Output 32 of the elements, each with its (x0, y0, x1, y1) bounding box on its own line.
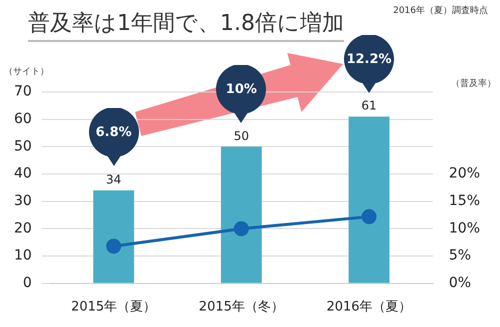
y-tick-label: 0 (22, 275, 32, 292)
y2-tick-label: 10% (448, 220, 480, 236)
annotation: 10% (224, 80, 258, 99)
x-tick-label: 2016年（夏） (326, 300, 412, 315)
bar (93, 190, 134, 283)
point (106, 238, 122, 254)
bar (348, 116, 390, 283)
y-tick-label: 40 (14, 166, 32, 182)
data-label: 61 (361, 98, 377, 113)
data-label: 34 (106, 172, 122, 187)
point (362, 209, 377, 224)
y2-tick-label: 5% (448, 248, 472, 264)
y-tick-label: 20 (14, 220, 32, 236)
y-tick-label: 70 (14, 84, 32, 100)
text: 2016年（夏）調査時点 (393, 4, 488, 17)
annotation: 6.8% (94, 124, 133, 142)
x-tick-label: 2015年（夏） (71, 300, 156, 315)
y-tick-label: 50 (14, 138, 32, 154)
y-tick-label: 60 (14, 110, 32, 127)
chart-title: 普及率は1年間で、1.8倍に増加 (28, 8, 344, 42)
y-tick-label: 30 (14, 193, 32, 210)
y-tick-label: 10 (14, 248, 32, 264)
y2-tick-label: 20% (448, 166, 480, 182)
y2-tick-label: 0% (448, 275, 472, 292)
x-tick-label: 2015年（冬） (198, 300, 284, 315)
text: 12.2% (345, 50, 393, 69)
data-label: 50 (234, 128, 249, 143)
y2-tick-label: 15% (448, 193, 480, 210)
y-axis-title: （サイト） (4, 66, 49, 77)
bar (220, 146, 262, 283)
point (234, 221, 249, 236)
y2-axis-title: （普及率） (451, 78, 496, 89)
